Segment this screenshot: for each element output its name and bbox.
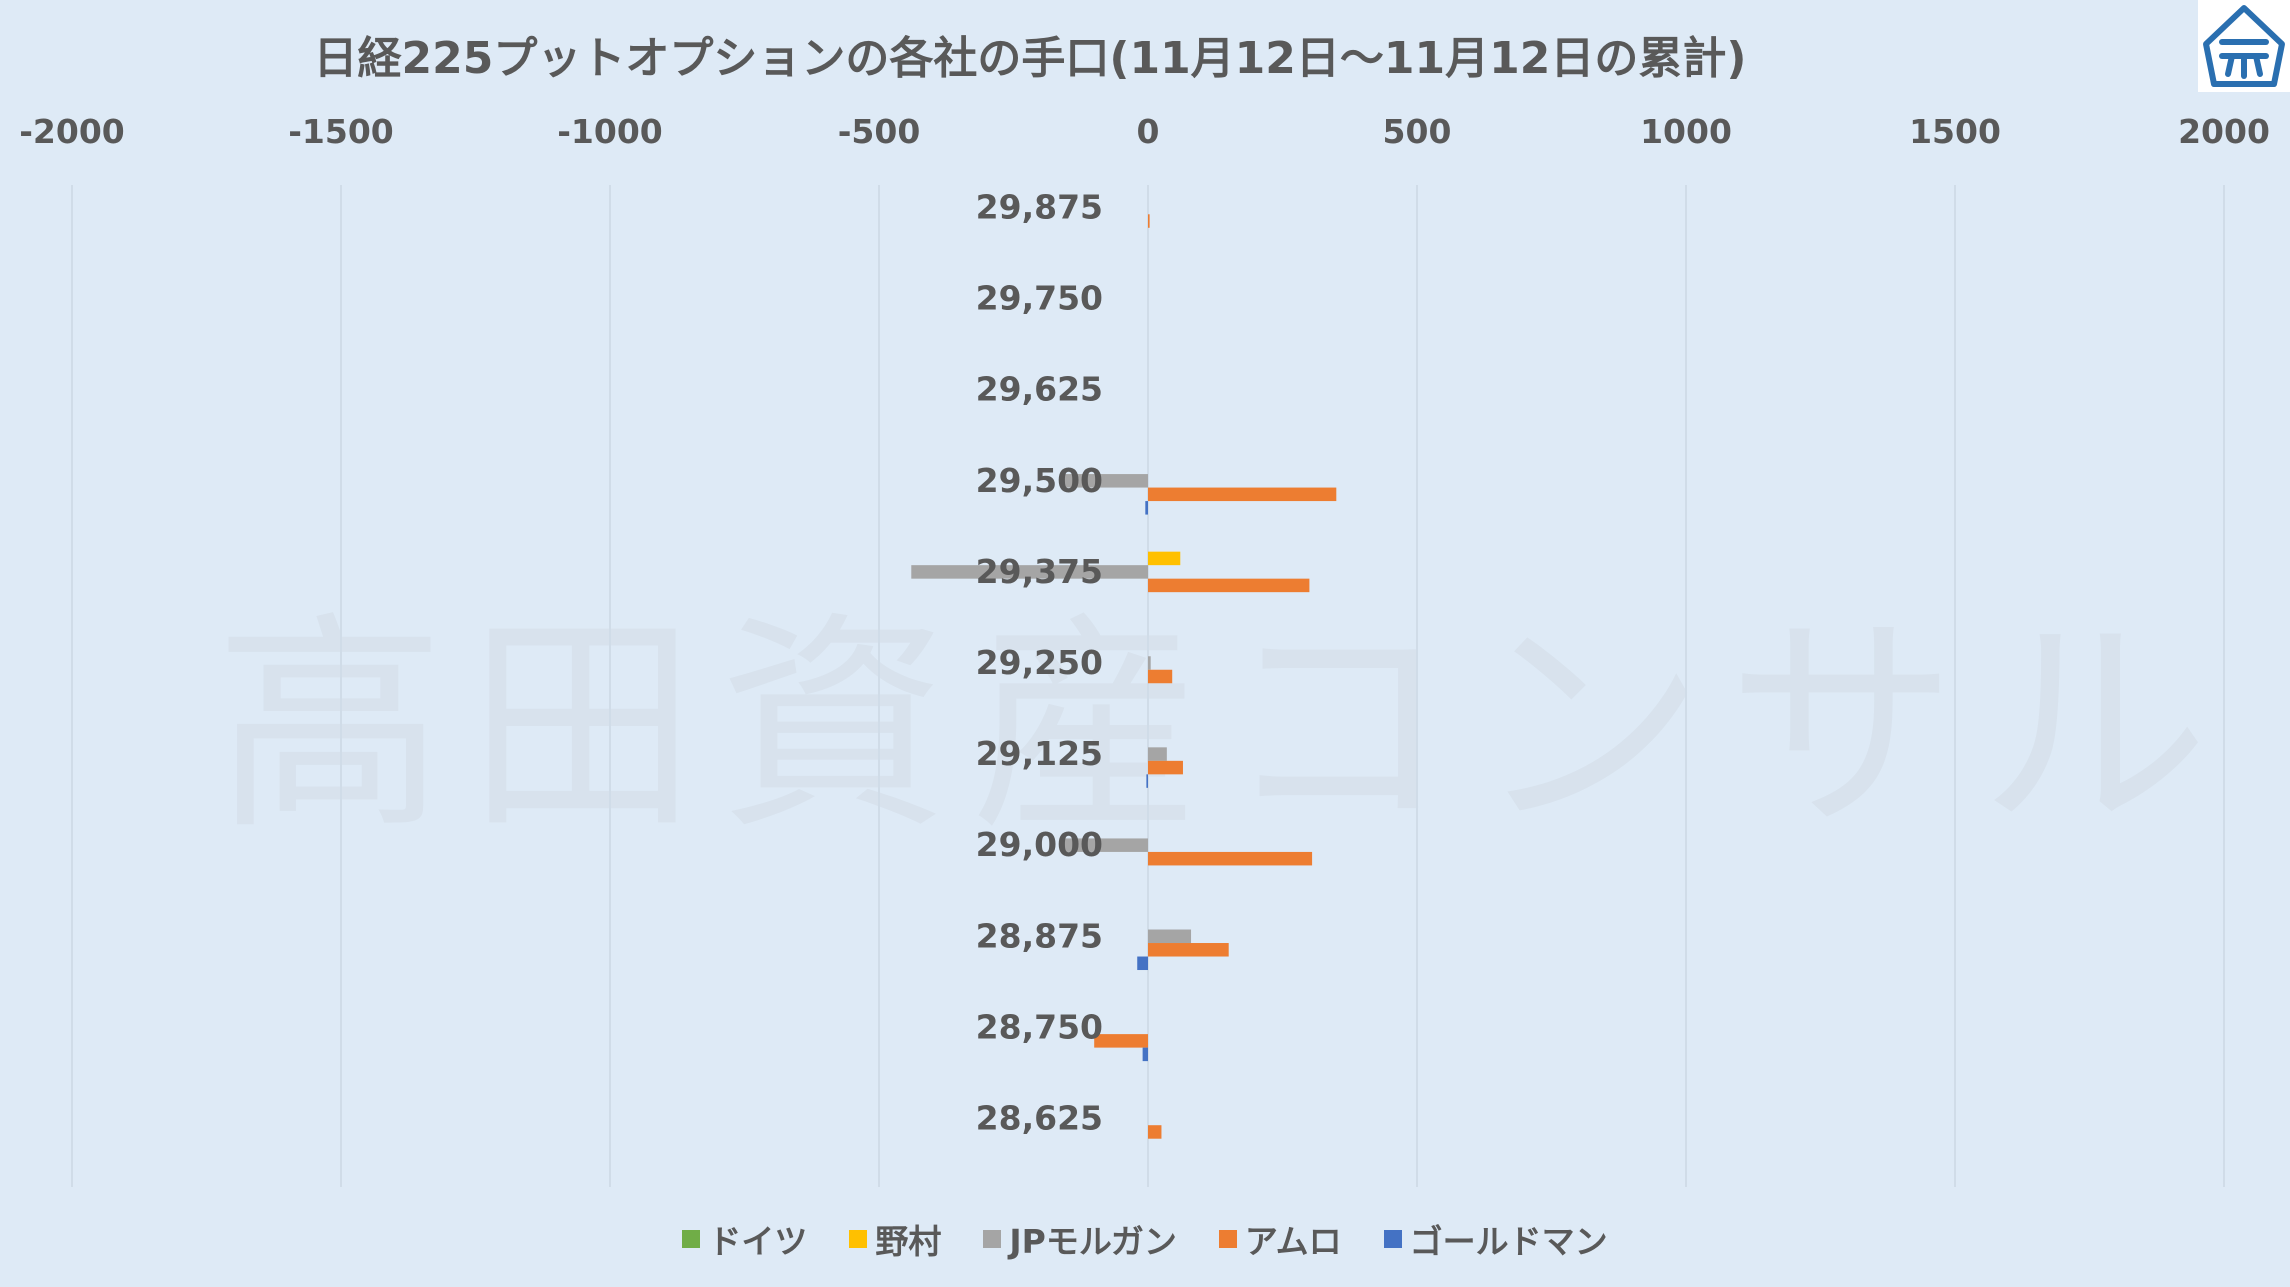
- bar-4-4: [1148, 487, 1337, 502]
- chart-title: 日経225プットオプションの各社の手口(11月12日～11月12日の累計): [313, 33, 1747, 84]
- legend-item: 野村: [849, 1215, 941, 1263]
- category-label: 29,500: [976, 461, 1103, 500]
- legend-label: ゴールドマン: [1409, 1222, 1608, 1261]
- bar-4-11: [1148, 1125, 1162, 1139]
- legend-swatch: [682, 1230, 701, 1248]
- category-label: 29,250: [976, 643, 1103, 682]
- bar-4-7: [1148, 760, 1183, 775]
- legend-swatch: [1218, 1230, 1237, 1248]
- x-tick-label: 2000: [2178, 112, 2270, 151]
- bar-chart: -2000 -1500 -1000 -500 0 500 1000 1500 2000 29,87…: [19, 112, 2270, 1187]
- category-label: 29,625: [976, 370, 1103, 409]
- bar-5-4: [1145, 501, 1148, 515]
- bar-3-8: [1061, 838, 1148, 852]
- category-label: 29,750: [976, 279, 1103, 318]
- watermark: 高田資産コンサル: [215, 594, 2232, 861]
- x-tick-label: -1000: [557, 112, 663, 151]
- category-label: 28,750: [976, 1007, 1103, 1046]
- legend-label: ドイツ: [708, 1222, 808, 1261]
- x-tick-label: 1500: [1909, 112, 2001, 151]
- category-label: 29,375: [976, 552, 1103, 591]
- legend-label: JPモルガン: [1009, 1222, 1177, 1261]
- building-logo-icon: [2198, 0, 2290, 92]
- x-tick-label: -500: [838, 112, 921, 151]
- bar-4-9: [1148, 943, 1229, 957]
- bar-3-5: [911, 565, 1148, 579]
- category-label: 29,125: [976, 734, 1103, 773]
- legend-swatch: [983, 1230, 1002, 1248]
- category-label: 28,875: [976, 916, 1103, 955]
- legend-label: 野村: [875, 1222, 942, 1261]
- legend-item: JPモルガン: [983, 1215, 1177, 1263]
- bar-4-6: [1148, 669, 1173, 684]
- bar-3-9: [1148, 929, 1192, 944]
- bar-4-10: [1094, 1034, 1148, 1048]
- legend-label: アムロ: [1244, 1222, 1342, 1261]
- x-tick-label: -1500: [288, 112, 394, 151]
- category-label: 29,875: [976, 188, 1103, 227]
- x-tick-label: 500: [1383, 112, 1452, 151]
- bar-3-6: [1148, 656, 1151, 670]
- bar-3-4: [1061, 474, 1148, 488]
- legend-item: アムロ: [1218, 1215, 1342, 1263]
- legend-item: ゴールドマン: [1383, 1215, 1608, 1263]
- category-label: 29,000: [976, 825, 1103, 864]
- bar-2-5: [1148, 551, 1181, 566]
- category-label: 28,625: [976, 1098, 1103, 1137]
- x-tick-label: 1000: [1640, 112, 1732, 151]
- legend-swatch: [1383, 1230, 1402, 1248]
- legend-swatch: [849, 1230, 868, 1248]
- legend: ドイツ 野村 JPモルガン アムロ ゴールドマン: [0, 1215, 2290, 1263]
- bar-5-10: [1142, 1047, 1148, 1062]
- bar-5-9: [1137, 956, 1148, 971]
- bar-3-7: [1148, 747, 1167, 761]
- bar-4-1: [1148, 214, 1150, 228]
- bar-4-8: [1148, 851, 1313, 866]
- x-tick-label: -2000: [19, 112, 125, 151]
- legend-item: ドイツ: [682, 1215, 807, 1263]
- x-tick-label: 0: [1137, 112, 1160, 151]
- bar-5-7: [1146, 774, 1148, 788]
- bar-4-5: [1148, 578, 1310, 593]
